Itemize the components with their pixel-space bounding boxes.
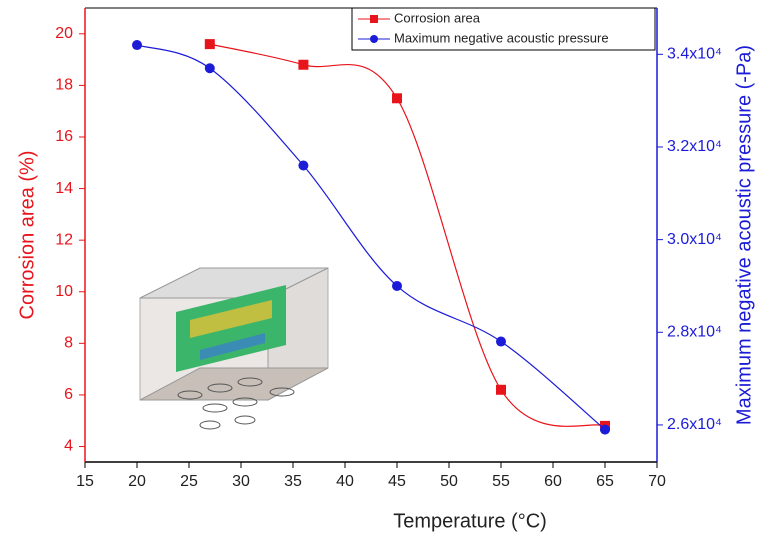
x-tick-label: 65 [596,473,614,490]
y2-tick-label: 3.0x10⁴ [667,231,722,248]
data-point [600,425,610,435]
x-tick-label: 35 [284,473,302,490]
y2-tick-label: 3.4x10⁴ [667,46,722,63]
y-tick-label: 4 [64,438,73,455]
data-point [496,385,506,395]
x-tick-label: 25 [180,473,198,490]
x-tick-label: 20 [128,473,146,490]
legend-marker [370,35,378,43]
y-axis-title: Corrosion area (%) [16,151,38,320]
y-tick-label: 20 [55,25,73,42]
x-tick-label: 55 [492,473,510,490]
y-tick-label: 16 [55,128,73,145]
data-point [132,40,142,50]
legend-marker [370,15,378,23]
x-tick-label: 40 [336,473,354,490]
x-tick-label: 60 [544,473,562,490]
y-tick-label: 12 [55,231,73,248]
chart: Temperature (°C) Corrosion area (%) Maxi… [0,0,769,545]
y2-tick-label: 2.8x10⁴ [667,324,722,341]
data-point [392,281,402,291]
y2-tick-label: 2.6x10⁴ [667,416,722,433]
data-point [392,93,402,103]
x-tick-label: 45 [388,473,406,490]
x-tick-label: 50 [440,473,458,490]
data-point [298,161,308,171]
x-tick-label: 70 [648,473,666,490]
legend-label: Corrosion area [394,10,481,25]
data-point [205,63,215,73]
y-tick-label: 14 [55,180,73,197]
x-tick-label: 15 [76,473,94,490]
y-tick-label: 8 [64,335,73,352]
y-tick-label: 10 [55,283,73,300]
data-point [205,39,215,49]
inset-illustration [140,268,328,429]
data-point [496,337,506,347]
x-axis-title: Temperature (°C) [393,510,547,532]
x-tick-label: 30 [232,473,250,490]
y2-axis-title: Maximum negative acoustic pressure (-Pa) [733,45,755,425]
y2-tick-label: 3.2x10⁴ [667,138,722,155]
y-tick-label: 6 [64,386,73,403]
data-point [298,60,308,70]
y-tick-label: 18 [55,77,73,94]
legend-label: Maximum negative acoustic pressure [394,30,609,45]
